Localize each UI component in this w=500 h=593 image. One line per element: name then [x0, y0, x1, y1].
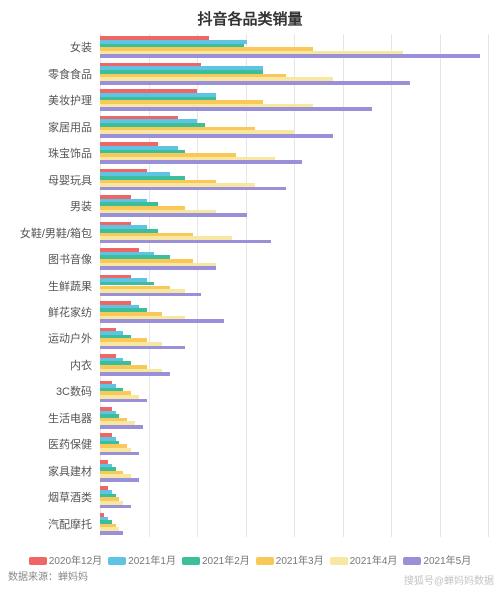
bar — [100, 452, 139, 456]
bar — [100, 81, 410, 85]
category-label: 内衣 — [0, 357, 92, 373]
chart-title: 抖音各品类销量 — [0, 0, 500, 33]
legend-swatch — [182, 557, 200, 565]
category-label: 生鲜蔬果 — [0, 278, 92, 294]
legend-label: 2021年3月 — [276, 556, 324, 567]
bar — [100, 293, 201, 297]
category-label: 珠宝饰品 — [0, 145, 92, 161]
bar — [100, 319, 224, 323]
category-label: 女鞋/男鞋/箱包 — [0, 225, 92, 241]
bar — [100, 399, 147, 403]
legend-label: 2021年2月 — [202, 556, 250, 567]
plot-area — [100, 34, 488, 537]
category-label: 烟草酒类 — [0, 489, 92, 505]
category-label: 汽配摩托 — [0, 516, 92, 532]
bar — [100, 505, 131, 509]
legend-item: 2021年3月 — [256, 552, 324, 567]
bar — [100, 240, 271, 244]
bar — [100, 266, 216, 270]
category-label: 女装 — [0, 39, 92, 55]
legend-label: 2020年12月 — [49, 556, 102, 567]
legend-item: 2021年5月 — [403, 552, 471, 567]
legend-swatch — [29, 557, 47, 565]
category-label: 运动户外 — [0, 330, 92, 346]
legend-item: 2021年4月 — [330, 552, 398, 567]
bar — [100, 213, 247, 217]
category-label: 鲜花家纺 — [0, 304, 92, 320]
category-label: 3C数码 — [0, 383, 92, 399]
legend-item: 2021年1月 — [108, 552, 176, 567]
category-label: 生活电器 — [0, 410, 92, 426]
category-label: 零食食品 — [0, 66, 92, 82]
legend-swatch — [403, 557, 421, 565]
category-label: 图书音像 — [0, 251, 92, 267]
gridline — [391, 34, 392, 537]
bar — [100, 425, 143, 429]
bar — [100, 187, 286, 191]
gridline — [440, 34, 441, 537]
category-label: 美妆护理 — [0, 92, 92, 108]
gridline — [488, 34, 489, 537]
bar — [100, 478, 139, 482]
bar — [100, 107, 372, 111]
legend: 2020年12月 2021年1月 2021年2月 2021年3月 2021年4月 2021… — [0, 552, 500, 567]
legend-item: 2021年2月 — [182, 552, 250, 567]
category-label: 男装 — [0, 198, 92, 214]
bar — [100, 531, 123, 535]
category-label: 医药保健 — [0, 436, 92, 452]
bar — [100, 346, 185, 350]
legend-item: 2020年12月 — [29, 552, 102, 567]
legend-label: 2021年5月 — [423, 556, 471, 567]
category-label: 母婴玩具 — [0, 172, 92, 188]
category-label: 家具建材 — [0, 463, 92, 479]
data-source-label: 数据来源：蝉妈妈 — [8, 568, 88, 583]
bar — [100, 160, 302, 164]
legend-label: 2021年4月 — [350, 556, 398, 567]
legend-swatch — [108, 557, 126, 565]
watermark: 搜狐号@蝉妈妈数据 — [404, 572, 494, 587]
chart-container: 抖音各品类销量 女装零食食品美妆护理家居用品珠宝饰品母婴玩具男装女鞋/男鞋/箱包… — [0, 0, 500, 593]
category-label: 家居用品 — [0, 119, 92, 135]
legend-label: 2021年1月 — [128, 556, 176, 567]
legend-swatch — [256, 557, 274, 565]
bar — [100, 372, 170, 376]
bar — [100, 134, 333, 138]
legend-swatch — [330, 557, 348, 565]
bar — [100, 54, 480, 58]
